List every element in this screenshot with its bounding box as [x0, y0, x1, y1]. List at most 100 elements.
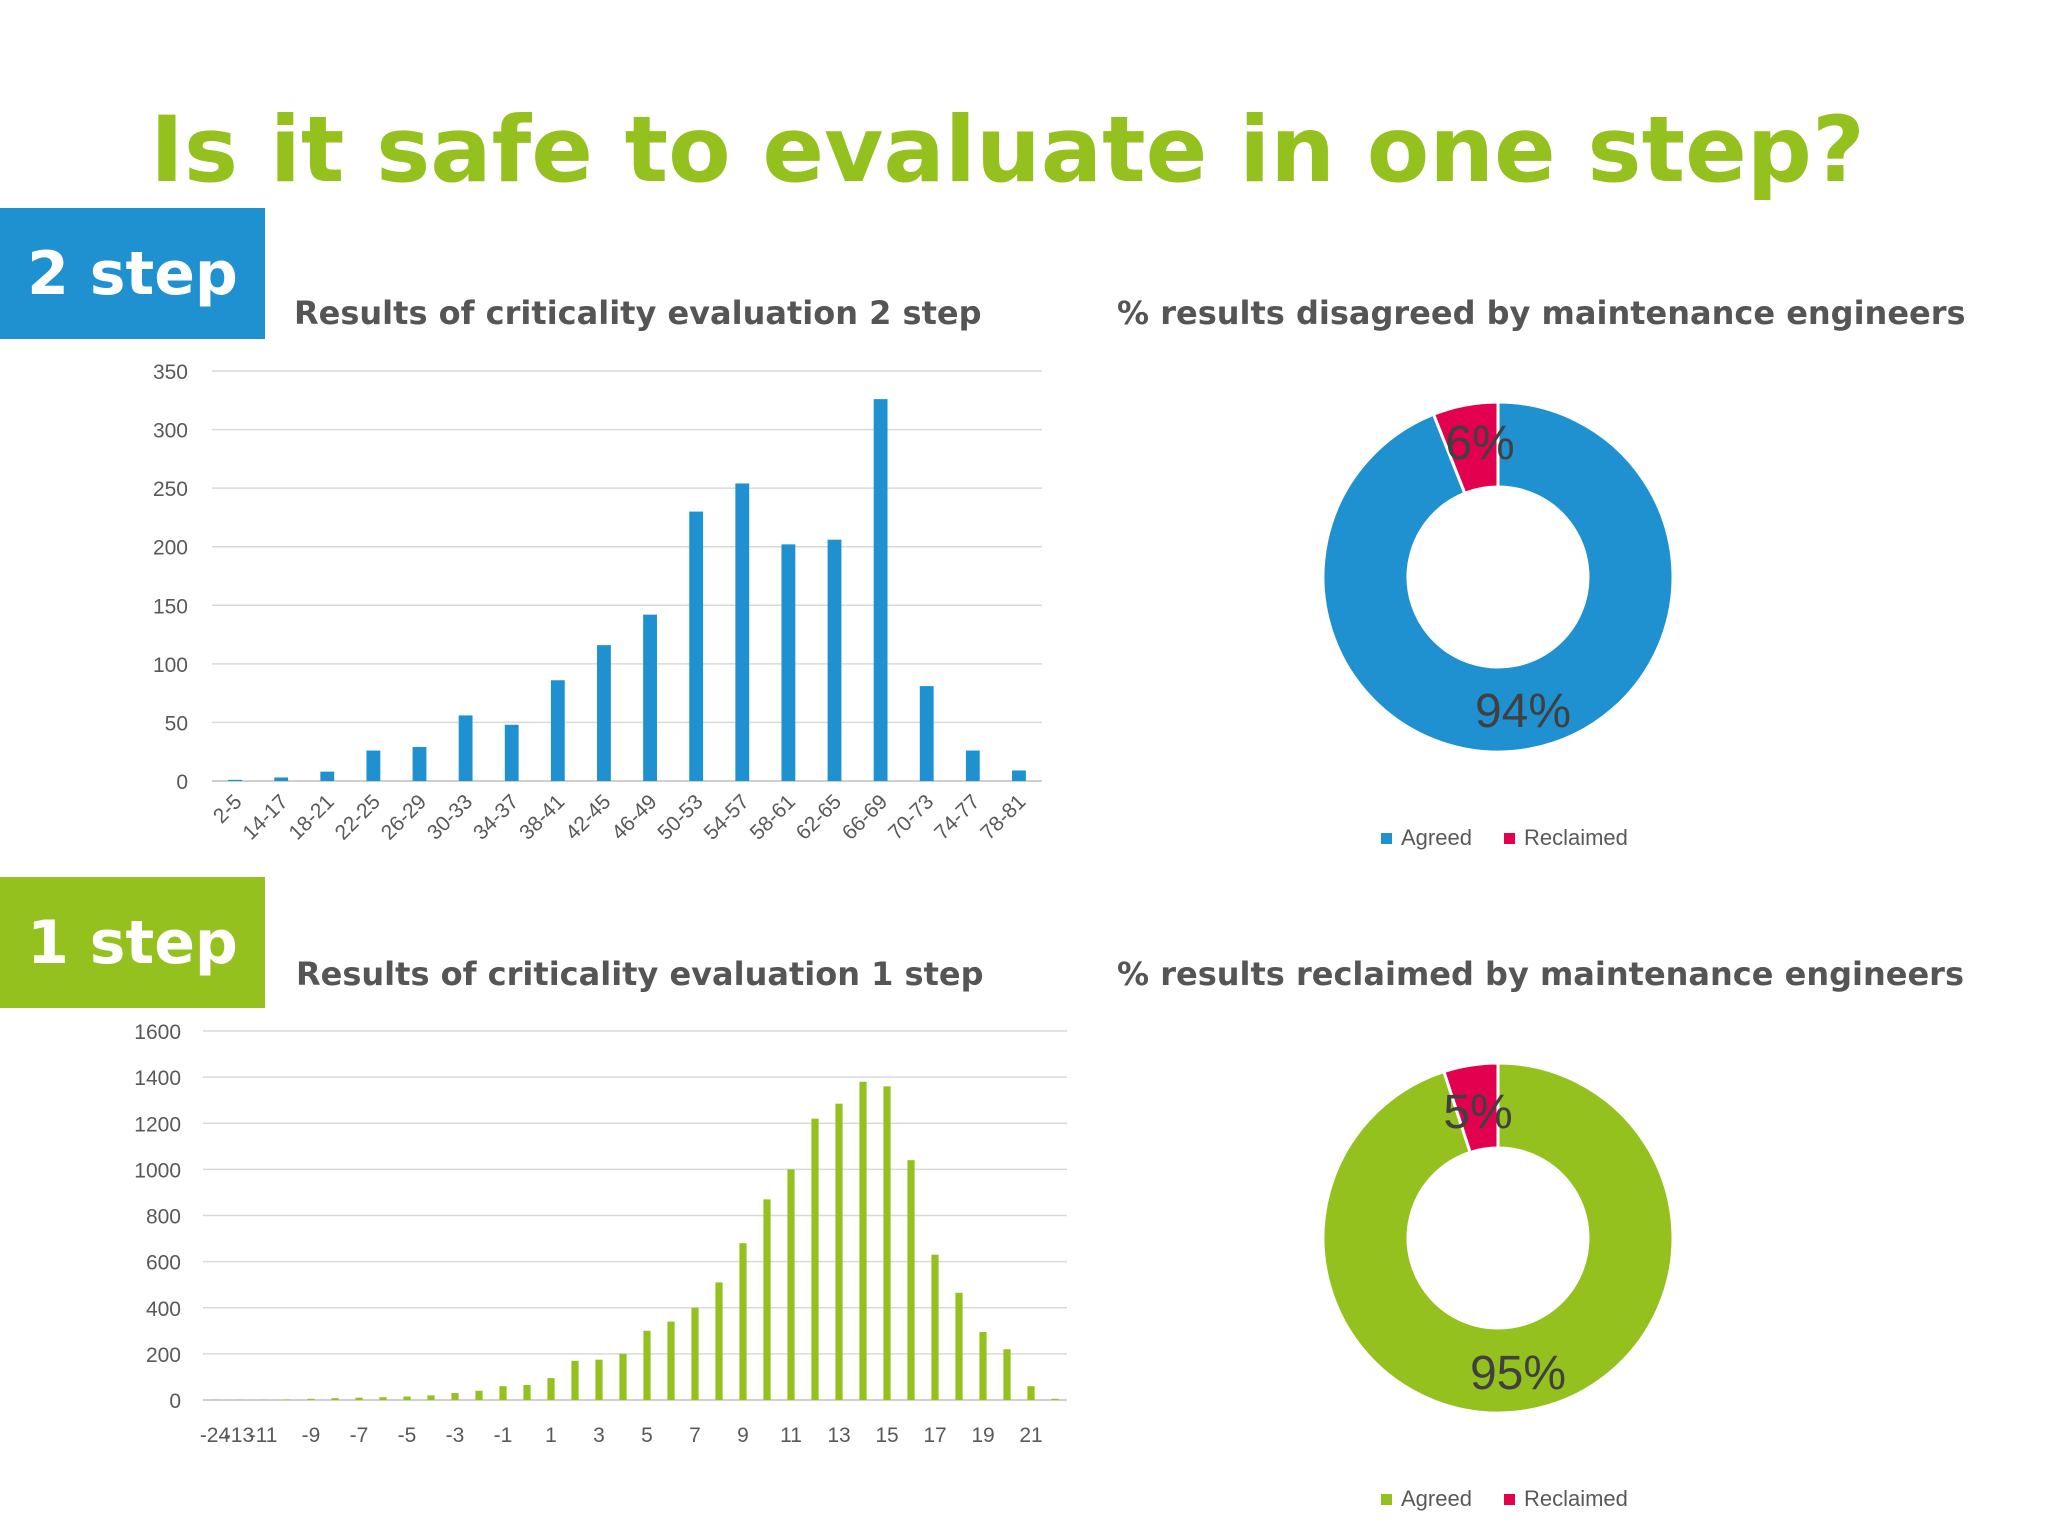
bar2-bar	[504, 724, 519, 781]
bar1-title: Results of criticality evaluation 1 step	[296, 955, 984, 993]
bar2-x-tick-label: 58-61	[746, 790, 800, 844]
legend-label-agreed: Agreed	[1401, 825, 1472, 850]
bar1-x-tick-label: 1	[545, 1424, 557, 1447]
bar1-bar	[595, 1359, 603, 1400]
bar2-x-tick-label: 62-65	[792, 790, 846, 844]
bar1-x-tick-label: -5	[398, 1424, 417, 1447]
legend-swatch-agreed	[1381, 1493, 1392, 1505]
bar1-x-tick-label: 3	[593, 1424, 605, 1447]
bar2-y-tick-label: 250	[153, 478, 188, 501]
donut1-legend: Agreed Reclaimed	[1381, 1486, 1628, 1512]
bar1-y-tick-label: 1000	[134, 1159, 181, 1182]
bar2-x-tick-label: 42-45	[561, 790, 615, 844]
legend-item-reclaimed: Reclaimed	[1503, 1486, 1628, 1512]
donut1-slice-agreed	[1321, 1061, 1675, 1415]
bar2-bar	[366, 750, 381, 781]
bar1-bar	[979, 1331, 987, 1400]
bar1-bar	[1051, 1398, 1059, 1400]
bar1-y-tick-label: 1400	[134, 1067, 181, 1090]
bar2-x-tick-label: 74-77	[930, 790, 984, 844]
bar2-x-tick-label: 46-49	[607, 790, 661, 844]
bar1-bar	[475, 1390, 483, 1400]
bar1-bar	[811, 1118, 819, 1400]
bar1-x-tick-label: -13	[224, 1424, 254, 1447]
bar1-bar	[859, 1081, 867, 1400]
bar1-y-tick-label: 600	[146, 1252, 181, 1275]
bar1-bar	[571, 1360, 579, 1400]
bar2-bar	[228, 779, 242, 781]
bar1-y-tick-label: 0	[169, 1390, 181, 1413]
bar1-bar	[355, 1397, 363, 1400]
bar2-y-tick-label: 150	[153, 595, 188, 618]
bar2-y-tick-label: 300	[153, 420, 188, 443]
bar1-bar	[523, 1385, 531, 1400]
bar1-bar	[331, 1398, 339, 1400]
bar2-bar	[735, 483, 750, 781]
bar1-bar	[883, 1086, 891, 1400]
bar2-x-tick-label: 54-57	[700, 790, 754, 844]
bar2-bar	[274, 777, 289, 781]
donut2-title: % results disagreed by maintenance engin…	[1117, 294, 1966, 332]
legend-item-agreed: Agreed	[1381, 1486, 1472, 1512]
bar1-y-tick-label: 1200	[134, 1113, 181, 1136]
bar1-y-tick-label: 1600	[134, 1021, 181, 1044]
bar1-bar	[427, 1395, 435, 1400]
bar2-bar	[689, 511, 704, 781]
bar1-bar	[907, 1160, 915, 1400]
bar1-bar	[499, 1386, 507, 1400]
bar2-bar	[965, 750, 980, 781]
bar1-bar	[619, 1353, 627, 1400]
donut2-slice-agreed	[1321, 400, 1675, 754]
legend-swatch-reclaimed	[1503, 1493, 1515, 1505]
bar1-x-tick-label: 13	[827, 1424, 850, 1447]
bar1-bar	[787, 1169, 795, 1400]
bar1-bar	[667, 1321, 675, 1400]
bar2-x-tick-label: 14-17	[238, 790, 292, 844]
bar1-bar	[715, 1282, 723, 1400]
bar2-y-tick-label: 50	[165, 712, 188, 735]
bar1-bar	[451, 1393, 459, 1400]
bar2-x-tick-label: 18-21	[285, 790, 339, 844]
bar1-x-tick-label: 11	[780, 1424, 802, 1447]
bar2-y-tick-label: 100	[153, 654, 188, 677]
bar2-x-tick-label: 22-25	[331, 790, 385, 844]
bar2-bar	[1012, 770, 1026, 781]
legend-label-agreed: Agreed	[1401, 1486, 1472, 1511]
bar1-bar	[835, 1103, 843, 1400]
bar1-bar	[739, 1243, 747, 1400]
bar1-x-tick-label: -24	[200, 1424, 231, 1447]
bar1-bar	[379, 1397, 387, 1400]
bar1-x-tick-label: 17	[923, 1424, 946, 1447]
two-step-label: 2 step	[0, 208, 265, 339]
bar1-x-tick-label: -11	[249, 1424, 278, 1447]
bar2-y-tick-label: 0	[176, 771, 188, 794]
legend-item-agreed: Agreed	[1381, 825, 1472, 851]
bar2-bar	[643, 614, 657, 781]
bar2-y-tick-label: 350	[153, 361, 188, 384]
bar1-x-tick-label: -3	[446, 1424, 465, 1447]
bar1-bar	[403, 1396, 411, 1400]
bar2-title: Results of criticality evaluation 2 step	[294, 294, 982, 332]
bar2-x-tick-label: 34-37	[469, 790, 523, 844]
bar1-bar	[1003, 1349, 1011, 1400]
bar1-y-tick-label: 400	[146, 1298, 181, 1321]
legend-label-reclaimed: Reclaimed	[1523, 1486, 1628, 1511]
one-step-label: 1 step	[0, 877, 265, 1008]
bar1-bar	[955, 1292, 963, 1400]
bar2-x-tick-label: 2-5	[209, 790, 247, 828]
donut1-data-label: 95%	[1470, 1347, 1566, 1400]
bar2-x-tick-label: 38-41	[515, 790, 569, 844]
bar1-x-tick-label: 15	[875, 1424, 898, 1447]
bar1-bar	[691, 1307, 699, 1400]
bar1-x-tick-label: 7	[689, 1424, 701, 1447]
donut2-legend: Agreed Reclaimed	[1381, 825, 1628, 851]
bar2-x-tick-label: 70-73	[884, 790, 938, 844]
bar1-bar	[643, 1330, 651, 1400]
bar2-bar	[458, 715, 473, 781]
donut2-slice-reclaimed	[1431, 400, 1500, 496]
bar2-bar	[781, 544, 796, 781]
page-title: Is it safe to evaluate in one step?	[150, 98, 1865, 203]
bar2-bar	[320, 771, 335, 781]
bar2-bar	[919, 686, 934, 781]
bar1-x-tick-label: -1	[494, 1424, 513, 1447]
